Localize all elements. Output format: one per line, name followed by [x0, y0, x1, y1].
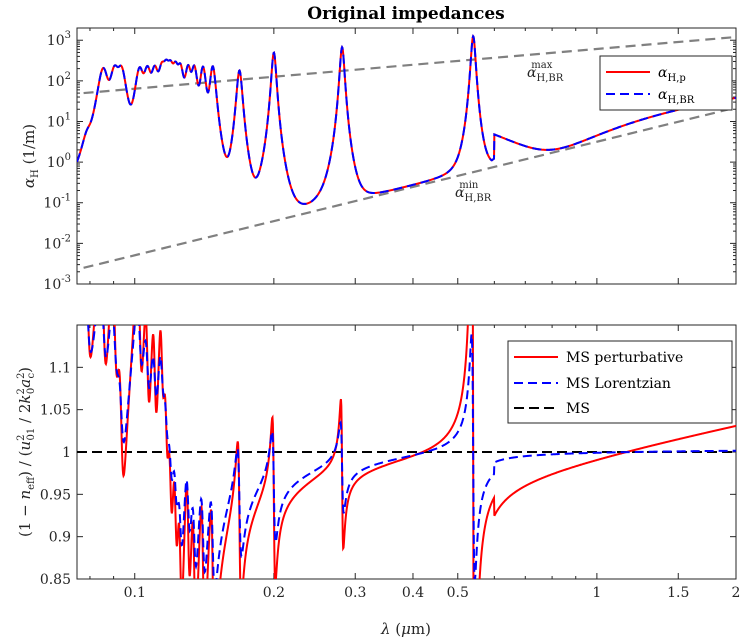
- min-bound-label: αH,BRmin: [455, 180, 492, 204]
- bottom-ytick-label: 1.05: [40, 403, 71, 419]
- bottom-xtick-label: 0.1: [124, 585, 146, 601]
- top-ytick-label: 102: [47, 71, 71, 90]
- svg-text:(1 − neff) / (u201 / 2k20a2c): (1 − neff) / (u201 / 2k20a2c): [16, 367, 37, 537]
- bottom-xtick-label: 0.5: [447, 585, 469, 601]
- legend-alpha-hp: αH,p: [658, 65, 686, 84]
- legend-ms-perturbative: MS perturbative: [566, 350, 683, 366]
- bound-lines: [83, 35, 736, 269]
- top-x-ticks: [89, 28, 737, 284]
- legend-alpha-hbr: αH,BR: [658, 87, 695, 106]
- bottom-xtick-label: 1.5: [667, 585, 689, 601]
- legend-ms-lorentzian: MS Lorentzian: [566, 376, 671, 392]
- bottom-xtick-label: 0.2: [263, 585, 285, 601]
- series-alpha-hbr: [77, 34, 736, 205]
- top-ytick-label: 101: [47, 111, 71, 130]
- bottom-xtick-label: 2: [732, 585, 741, 601]
- bottom-y-label: (1 − neff) / (u201 / 2k20a2c): [16, 367, 37, 537]
- top-y-ticks: 10-3 10-2 10-1 100 101 102 103: [43, 30, 736, 293]
- top-ytick-label: 10-2: [43, 233, 71, 252]
- x-axis-label: λ (μm): [380, 620, 431, 638]
- max-bound-label: αH,BRmax: [527, 60, 564, 84]
- bottom-xtick-label: 1: [592, 585, 601, 601]
- bound-max-line: [83, 35, 736, 95]
- bottom-legend: MS perturbative MS Lorentzian MS: [507, 340, 733, 424]
- top-legend: αH,p αH,BR: [599, 55, 733, 111]
- top-ytick-label: 103: [47, 30, 71, 49]
- bottom-ytick-label: 0.85: [40, 572, 71, 588]
- chart-title: Original impedances: [307, 4, 504, 24]
- legend-ms: MS: [566, 401, 590, 417]
- bottom-ytick-label: 1.1: [49, 360, 71, 376]
- top-ytick-label: 10-3: [43, 274, 71, 293]
- bottom-xtick-label: 0.3: [344, 585, 366, 601]
- top-ytick-label: 100: [47, 152, 71, 171]
- top-y-label: αH (1/m): [20, 124, 41, 188]
- bottom-y-ticks: 0.85 0.9 0.95 1 1.05 1.1: [40, 360, 736, 588]
- series-ms-lorentzian: [87, 325, 736, 579]
- bottom-ytick-label: 0.9: [49, 530, 71, 546]
- top-ytick-label: 10-1: [43, 193, 71, 212]
- svg-text:αH (1/m): αH (1/m): [20, 124, 41, 188]
- bottom-ytick-label: 1: [62, 445, 71, 461]
- bottom-ytick-label: 0.95: [40, 487, 71, 503]
- bottom-xtick-label: 0.4: [402, 585, 424, 601]
